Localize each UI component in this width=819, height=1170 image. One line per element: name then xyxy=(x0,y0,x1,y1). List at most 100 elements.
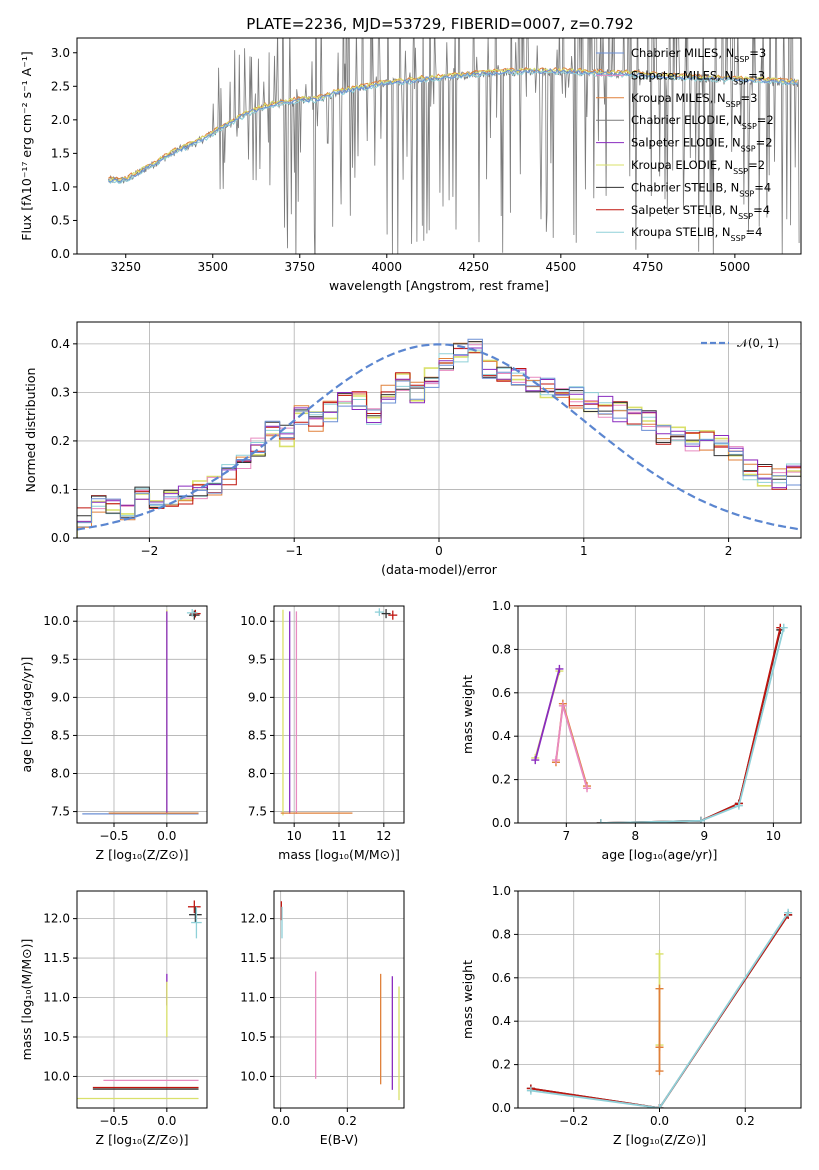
axes-frame xyxy=(76,890,208,1109)
x-tick-label: 0.2 xyxy=(736,1114,755,1128)
gaussian-curve xyxy=(77,343,799,531)
plot-area xyxy=(107,38,800,254)
x-axis-label: wavelength [Angstrom, rest frame] xyxy=(329,278,549,293)
panel-spectrum: 3250 3500 3750 4000 4250 4500 4750 5000 0.0 0.5 1.… xyxy=(19,37,802,293)
x-tick-label: 4750 xyxy=(633,260,664,274)
y-tick-label: 10.5 xyxy=(43,1030,70,1044)
plot-area xyxy=(77,338,801,538)
y-tick-label: 9.5 xyxy=(51,652,70,666)
figure-title: PLATE=2236, MJD=53729, FIBERID=0007, z=0… xyxy=(246,15,633,33)
point-marker-kroupa-stelib xyxy=(779,623,788,632)
y-tick-label: 10.0 xyxy=(240,614,267,628)
model-kroupa-miles xyxy=(107,66,798,181)
series-line-kroupa-stelib xyxy=(600,627,785,823)
y-tick-label: 2.5 xyxy=(51,79,70,93)
histogram-kroupa-elodie xyxy=(77,351,801,538)
panel-mass-vs-EBV: 0.0 0.2 10.0 10.5 11.0 11.5 12.0 E(B-V) xyxy=(240,890,405,1147)
x-tick-label: −0.5 xyxy=(99,1114,128,1128)
plot-area xyxy=(531,623,788,823)
axes-frame xyxy=(517,605,802,824)
y-tick-label: 0.0 xyxy=(51,531,70,545)
x-tick-label: 0.0 xyxy=(650,1114,669,1128)
x-tick-label: 10 xyxy=(766,829,781,843)
series-line-salpeter-miles xyxy=(555,705,588,789)
point-marker-kroupa-stelib xyxy=(596,819,605,823)
x-tick-label: 0.2 xyxy=(338,1114,357,1128)
x-tick-label: −0.5 xyxy=(99,829,128,843)
legend-label-gauss: 𝒩(0, 1) xyxy=(737,336,779,350)
x-tick-label: −1 xyxy=(285,544,303,558)
x-tick-label: 0 xyxy=(435,544,443,558)
y-tick-label: 1.0 xyxy=(492,884,511,898)
panel-residuals: −2 −1 0 1 2 0.0 0.1 0.2 0.3 0.4 (data-model)/error… xyxy=(23,321,802,577)
x-tick-label: 2 xyxy=(725,544,733,558)
y-tick-label: 7.5 xyxy=(248,805,267,819)
x-axis-label: Z [log₁₀(Z/Z⊙)] xyxy=(96,1132,189,1147)
y-tick-label: 11.5 xyxy=(43,951,70,965)
point-marker-salpeter-miles xyxy=(583,784,592,793)
y-tick-label: 10.5 xyxy=(240,1030,267,1044)
model-chabrier-miles xyxy=(108,68,798,183)
x-tick-label: 9 xyxy=(701,829,709,843)
y-tick-label: 0.6 xyxy=(492,686,511,700)
x-tick-label: 3250 xyxy=(110,260,141,274)
y-tick-label: 0.2 xyxy=(492,773,511,787)
x-tick-label: 0.0 xyxy=(157,829,176,843)
y-tick-label: 0.2 xyxy=(51,434,70,448)
y-tick-label: 0.1 xyxy=(51,482,70,496)
y-axis-label: age [log₁₀(age/yr)] xyxy=(19,657,34,773)
y-tick-label: 0.6 xyxy=(492,971,511,985)
y-tick-label: 0.8 xyxy=(492,927,511,941)
y-tick-label: 0.0 xyxy=(51,247,70,261)
y-tick-label: 11.0 xyxy=(240,991,267,1005)
y-tick-label: 2.0 xyxy=(51,113,70,127)
histogram-kroupa-stelib xyxy=(77,349,801,538)
legend-label-kroupa-stelib: Kroupa STELIB, NSSP=4 xyxy=(631,225,762,243)
legend-label-chabrier-miles: Chabrier MILES, NSSP=3 xyxy=(631,46,766,64)
point-marker-salpeter-miles xyxy=(551,756,560,765)
y-tick-label: 3.0 xyxy=(51,46,70,60)
legend-label-kroupa-elodie: Kroupa ELODIE, NSSP=2 xyxy=(631,158,765,176)
x-axis-label: mass [log₁₀(M/M⊙)] xyxy=(278,847,400,862)
observed-spectrum xyxy=(107,38,800,254)
histogram-salpeter-elodie xyxy=(77,347,801,538)
point-marker-kroupa-miles xyxy=(655,984,664,993)
y-tick-label: 0.3 xyxy=(51,385,70,399)
x-tick-label: 4250 xyxy=(459,260,490,274)
y-tick-label: 10.0 xyxy=(43,614,70,628)
y-axis-label: Flux [fλ10⁻¹⁷ erg cm⁻² s⁻¹ A⁻¹] xyxy=(19,51,34,240)
histogram-salpeter-miles xyxy=(77,344,801,538)
y-tick-label: 12.0 xyxy=(43,912,70,926)
y-tick-label: 9.5 xyxy=(248,652,267,666)
x-tick-label: 4500 xyxy=(546,260,577,274)
point-marker-kroupa-elodie xyxy=(655,949,664,958)
series-line-kroupa-stelib xyxy=(530,912,789,1108)
series-line-salpeter-stelib xyxy=(600,627,782,823)
plot-area xyxy=(526,908,793,1108)
plot-area xyxy=(77,900,202,1100)
y-tick-label: 1.0 xyxy=(492,599,511,613)
x-tick-label: 10 xyxy=(287,829,302,843)
y-tick-label: 9.0 xyxy=(51,690,70,704)
series-line-chabrier-stelib xyxy=(600,629,782,823)
point-marker-salpeter-miles xyxy=(558,701,567,710)
point-marker-kroupa-stelib xyxy=(526,1086,535,1095)
panel-age-vs-Z: −0.5 0.0 7.5 8.0 8.5 9.0 9.5 10.0 Z [log₁₀(Z/Z⊙)… xyxy=(19,605,208,862)
point-marker-kroupa-stelib xyxy=(655,1104,664,1108)
x-tick-label: 3750 xyxy=(284,260,315,274)
axes-frame xyxy=(273,890,405,1109)
y-tick-label: 8.5 xyxy=(51,728,70,742)
x-tick-label: 7 xyxy=(562,829,570,843)
y-tick-label: 0.4 xyxy=(51,337,70,351)
x-axis-label: (data-model)/error xyxy=(381,562,498,577)
y-tick-label: 7.5 xyxy=(51,805,70,819)
y-tick-label: 9.0 xyxy=(248,690,267,704)
y-axis-label: Normed distribution xyxy=(23,368,38,493)
y-tick-label: 1.0 xyxy=(51,180,70,194)
x-tick-label: 11 xyxy=(331,829,346,843)
plot-area xyxy=(280,901,400,1101)
x-tick-label: 0.0 xyxy=(157,1114,176,1128)
y-tick-label: 0.2 xyxy=(492,1058,511,1072)
model-kroupa-elodie xyxy=(108,67,798,182)
